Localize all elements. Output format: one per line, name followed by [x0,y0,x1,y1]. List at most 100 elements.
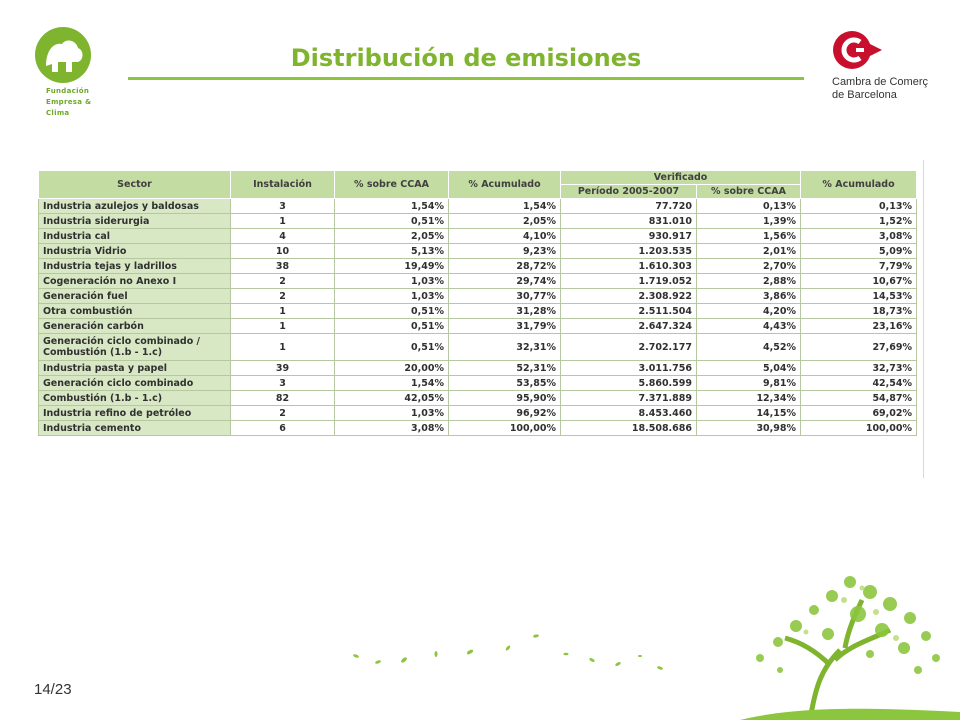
cell-periodo: 831.010 [560,213,697,229]
cell-sector: Industria pasta y papel [38,360,231,376]
cell-verificado-pct-ccaa: 3,86% [695,288,802,304]
cambra-comerc-logo: Cambra de Comerç de Barcelona [832,30,952,102]
page-title: Distribución de emisiones [290,44,642,72]
cell-instalacion: 82 [230,390,335,406]
cell-pct-acumulado: 2,05% [448,213,561,229]
cell-sector: Generación fuel [38,288,231,304]
cell-pct-acumulado: 95,90% [448,390,561,406]
cell-verificado-pct-acumulado: 3,08% [800,228,918,244]
cell-periodo: 18.508.686 [560,420,697,436]
cell-pct-acumulado: 9,23% [448,243,561,259]
logo-line-3: Clima [46,109,70,117]
header-verificado-pct-acumulado: % Acumulado [800,170,918,199]
table-row: Generación ciclo combinado / Combustión … [38,333,918,361]
header-verificado: Verificado [559,170,802,185]
cell-periodo: 5.860.599 [560,375,697,391]
cell-periodo: 77.720 [560,198,697,214]
logo-text: Fundación Empresa & Clima [46,86,91,119]
cell-verificado-pct-acumulado: 69,02% [800,405,918,421]
cell-instalacion: 3 [230,198,335,214]
header-verificado-pct-ccaa: % sobre CCAA [695,184,802,199]
cell-pct-acumulado: 1,54% [448,198,561,214]
cell-pct-acumulado: 28,72% [448,258,561,274]
emissions-table: Sector Instalación % sobre CCAA % Acumul… [38,170,918,436]
table-row: Generación fuel 2 1,03% 30,77% 2.308.922 3,86… [38,288,918,304]
cambra-line-2: de Barcelona [832,89,897,101]
cell-verificado-pct-acumulado: 54,87% [800,390,918,406]
table-edge-line [923,160,924,478]
table-row: Industria cal 4 2,05% 4,10% 930.917 1,56% 3,08… [38,228,918,244]
cell-instalacion: 1 [230,303,335,319]
emissions-table-container: Sector Instalación % sobre CCAA % Acumul… [38,170,918,436]
cell-instalacion: 2 [230,405,335,421]
cell-pct-ccaa: 0,51% [334,213,449,229]
cell-pct-ccaa: 1,03% [334,288,449,304]
cell-pct-acumulado: 30,77% [448,288,561,304]
cell-sector: Generación carbón [38,318,231,334]
cell-verificado-pct-ccaa: 5,04% [695,360,802,376]
cell-pct-ccaa: 20,00% [334,360,449,376]
table-row: Industria pasta y papel 39 20,00% 52,31% 3.0… [38,360,918,376]
cell-verificado-pct-acumulado: 42,54% [800,375,918,391]
cell-periodo: 2.702.177 [560,333,697,361]
cell-verificado-pct-ccaa: 4,52% [695,333,802,361]
cell-pct-acumulado: 52,31% [448,360,561,376]
cell-verificado-pct-acumulado: 27,69% [800,333,918,361]
cell-pct-ccaa: 5,13% [334,243,449,259]
cell-sector: Industria cemento [38,420,231,436]
cell-sector: Combustión (1.b - 1.c) [38,390,231,406]
cell-pct-acumulado: 96,92% [448,405,561,421]
cell-pct-acumulado: 4,10% [448,228,561,244]
cell-pct-acumulado: 32,31% [448,333,561,361]
header-sector: Sector [38,170,231,199]
cell-verificado-pct-acumulado: 7,79% [800,258,918,274]
logo-line-1: Fundación [46,87,90,95]
cell-pct-acumulado: 29,74% [448,273,561,289]
table-row: Industria tejas y ladrillos 38 19,49% 28,72… [38,258,918,274]
cell-sector: Cogeneración no Anexo I [38,273,231,289]
cell-sector: Industria cal [38,228,231,244]
cell-sector: Industria refino de petróleo [38,405,231,421]
table-row: Generación carbón 1 0,51% 31,79% 2.647.324 4,… [38,318,918,334]
cell-instalacion: 39 [230,360,335,376]
cell-pct-ccaa: 42,05% [334,390,449,406]
cell-instalacion: 2 [230,288,335,304]
cell-sector: Industria siderurgia [38,213,231,229]
cell-pct-ccaa: 1,03% [334,273,449,289]
cell-sector: Industria tejas y ladrillos [38,258,231,274]
cell-verificado-pct-acumulado: 0,13% [800,198,918,214]
cell-periodo: 930.917 [560,228,697,244]
cell-verificado-pct-ccaa: 4,20% [695,303,802,319]
cell-pct-acumulado: 100,00% [448,420,561,436]
table-row: Industria azulejos y baldosas 3 1,54% 1,54%… [38,198,918,214]
cell-periodo: 1.610.303 [560,258,697,274]
cell-verificado-pct-ccaa: 1,56% [695,228,802,244]
cell-pct-ccaa: 0,51% [334,318,449,334]
cell-instalacion: 6 [230,420,335,436]
tree-decoration-icon [740,576,960,720]
header-periodo: Período 2005-2007 [560,184,697,199]
cell-verificado-pct-acumulado: 10,67% [800,273,918,289]
cell-sector: Industria azulejos y baldosas [38,198,231,214]
cell-verificado-pct-ccaa: 2,70% [695,258,802,274]
cell-verificado-pct-ccaa: 4,43% [695,318,802,334]
page-number: 14/23 [34,681,72,698]
cell-pct-ccaa: 1,54% [334,375,449,391]
cell-verificado-pct-acumulado: 14,53% [800,288,918,304]
table-row: Combustión (1.b - 1.c) 82 42,05% 95,90% 7.37… [38,390,918,406]
cell-pct-ccaa: 0,51% [334,333,449,361]
cell-pct-ccaa: 1,03% [334,405,449,421]
cell-instalacion: 4 [230,228,335,244]
title-underline [128,77,804,80]
logo-line-2: Empresa & [46,98,92,106]
cell-pct-ccaa: 1,54% [334,198,449,214]
cell-sector: Generación ciclo combinado [38,375,231,391]
cell-periodo: 7.371.889 [560,390,697,406]
header-pct-acumulado: % Acumulado [448,170,561,199]
cell-pct-ccaa: 2,05% [334,228,449,244]
table-row: Cogeneración no Anexo I 2 1,03% 29,74% 1.719… [38,273,918,289]
cell-pct-ccaa: 3,08% [334,420,449,436]
table-row: Otra combustión 1 0,51% 31,28% 2.511.504 4,20… [38,303,918,319]
cell-verificado-pct-ccaa: 30,98% [695,420,802,436]
cell-pct-acumulado: 31,28% [448,303,561,319]
